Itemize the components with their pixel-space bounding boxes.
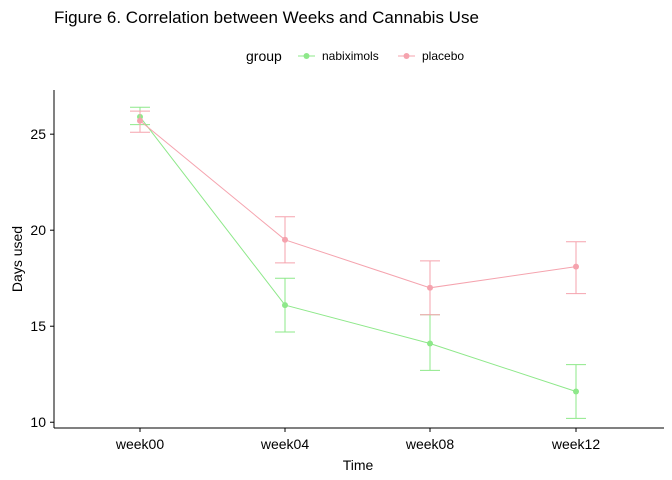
x-tick-label: week00 xyxy=(115,436,164,452)
y-tick-label: 25 xyxy=(30,126,46,142)
series-nabiximols xyxy=(130,106,586,419)
legend-label: nabiximols xyxy=(322,49,379,63)
x-tick-label: week04 xyxy=(260,436,309,452)
legend-title: group xyxy=(246,48,282,64)
data-point xyxy=(427,284,433,291)
series-line xyxy=(139,120,577,289)
data-point xyxy=(573,388,579,395)
series-line xyxy=(139,116,577,392)
x-axis-title: Time xyxy=(343,457,374,473)
data-point xyxy=(573,263,579,270)
legend-label: placebo xyxy=(422,49,464,63)
x-tick-label: week08 xyxy=(405,436,454,452)
y-tick-label: 15 xyxy=(30,318,46,334)
series-placebo xyxy=(130,110,586,316)
data-point xyxy=(137,117,143,124)
x-tick-label: week12 xyxy=(551,436,600,452)
y-axis-title: Days used xyxy=(9,226,25,292)
y-tick-label: 20 xyxy=(30,222,46,238)
data-point xyxy=(282,236,288,243)
legend-point xyxy=(303,53,310,59)
data-point xyxy=(282,302,288,309)
legend-point xyxy=(403,53,410,59)
legend: group nabiximols placebo xyxy=(246,48,464,64)
chart-title: Figure 6. Correlation between Weeks and … xyxy=(54,8,479,27)
y-tick-label: 10 xyxy=(30,414,46,430)
data-point xyxy=(427,340,433,347)
